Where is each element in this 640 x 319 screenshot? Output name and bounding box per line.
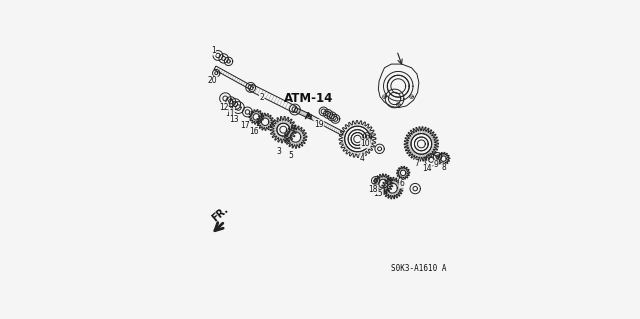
Text: 18: 18	[369, 185, 378, 194]
Text: 19: 19	[314, 120, 323, 129]
Text: 12: 12	[219, 102, 228, 112]
Text: 13: 13	[229, 115, 239, 124]
Text: 16: 16	[249, 127, 259, 136]
Text: 2: 2	[259, 93, 264, 102]
Text: 15: 15	[374, 189, 383, 198]
Text: 4: 4	[360, 154, 365, 163]
Text: 14: 14	[422, 164, 432, 173]
Text: 11: 11	[225, 109, 234, 118]
Text: 20: 20	[208, 76, 218, 85]
Text: 6: 6	[399, 179, 404, 188]
Text: 9: 9	[434, 160, 438, 169]
Text: 10: 10	[360, 139, 370, 148]
Text: 1: 1	[211, 46, 216, 55]
Text: 17: 17	[240, 121, 250, 130]
Text: 3: 3	[276, 147, 281, 156]
Text: S0K3-A1610 A: S0K3-A1610 A	[391, 264, 447, 273]
Text: FR.: FR.	[210, 204, 230, 223]
Text: 7: 7	[415, 159, 419, 168]
Text: 5: 5	[288, 151, 293, 160]
Text: ATM-14: ATM-14	[284, 92, 333, 105]
Text: 8: 8	[441, 163, 446, 173]
